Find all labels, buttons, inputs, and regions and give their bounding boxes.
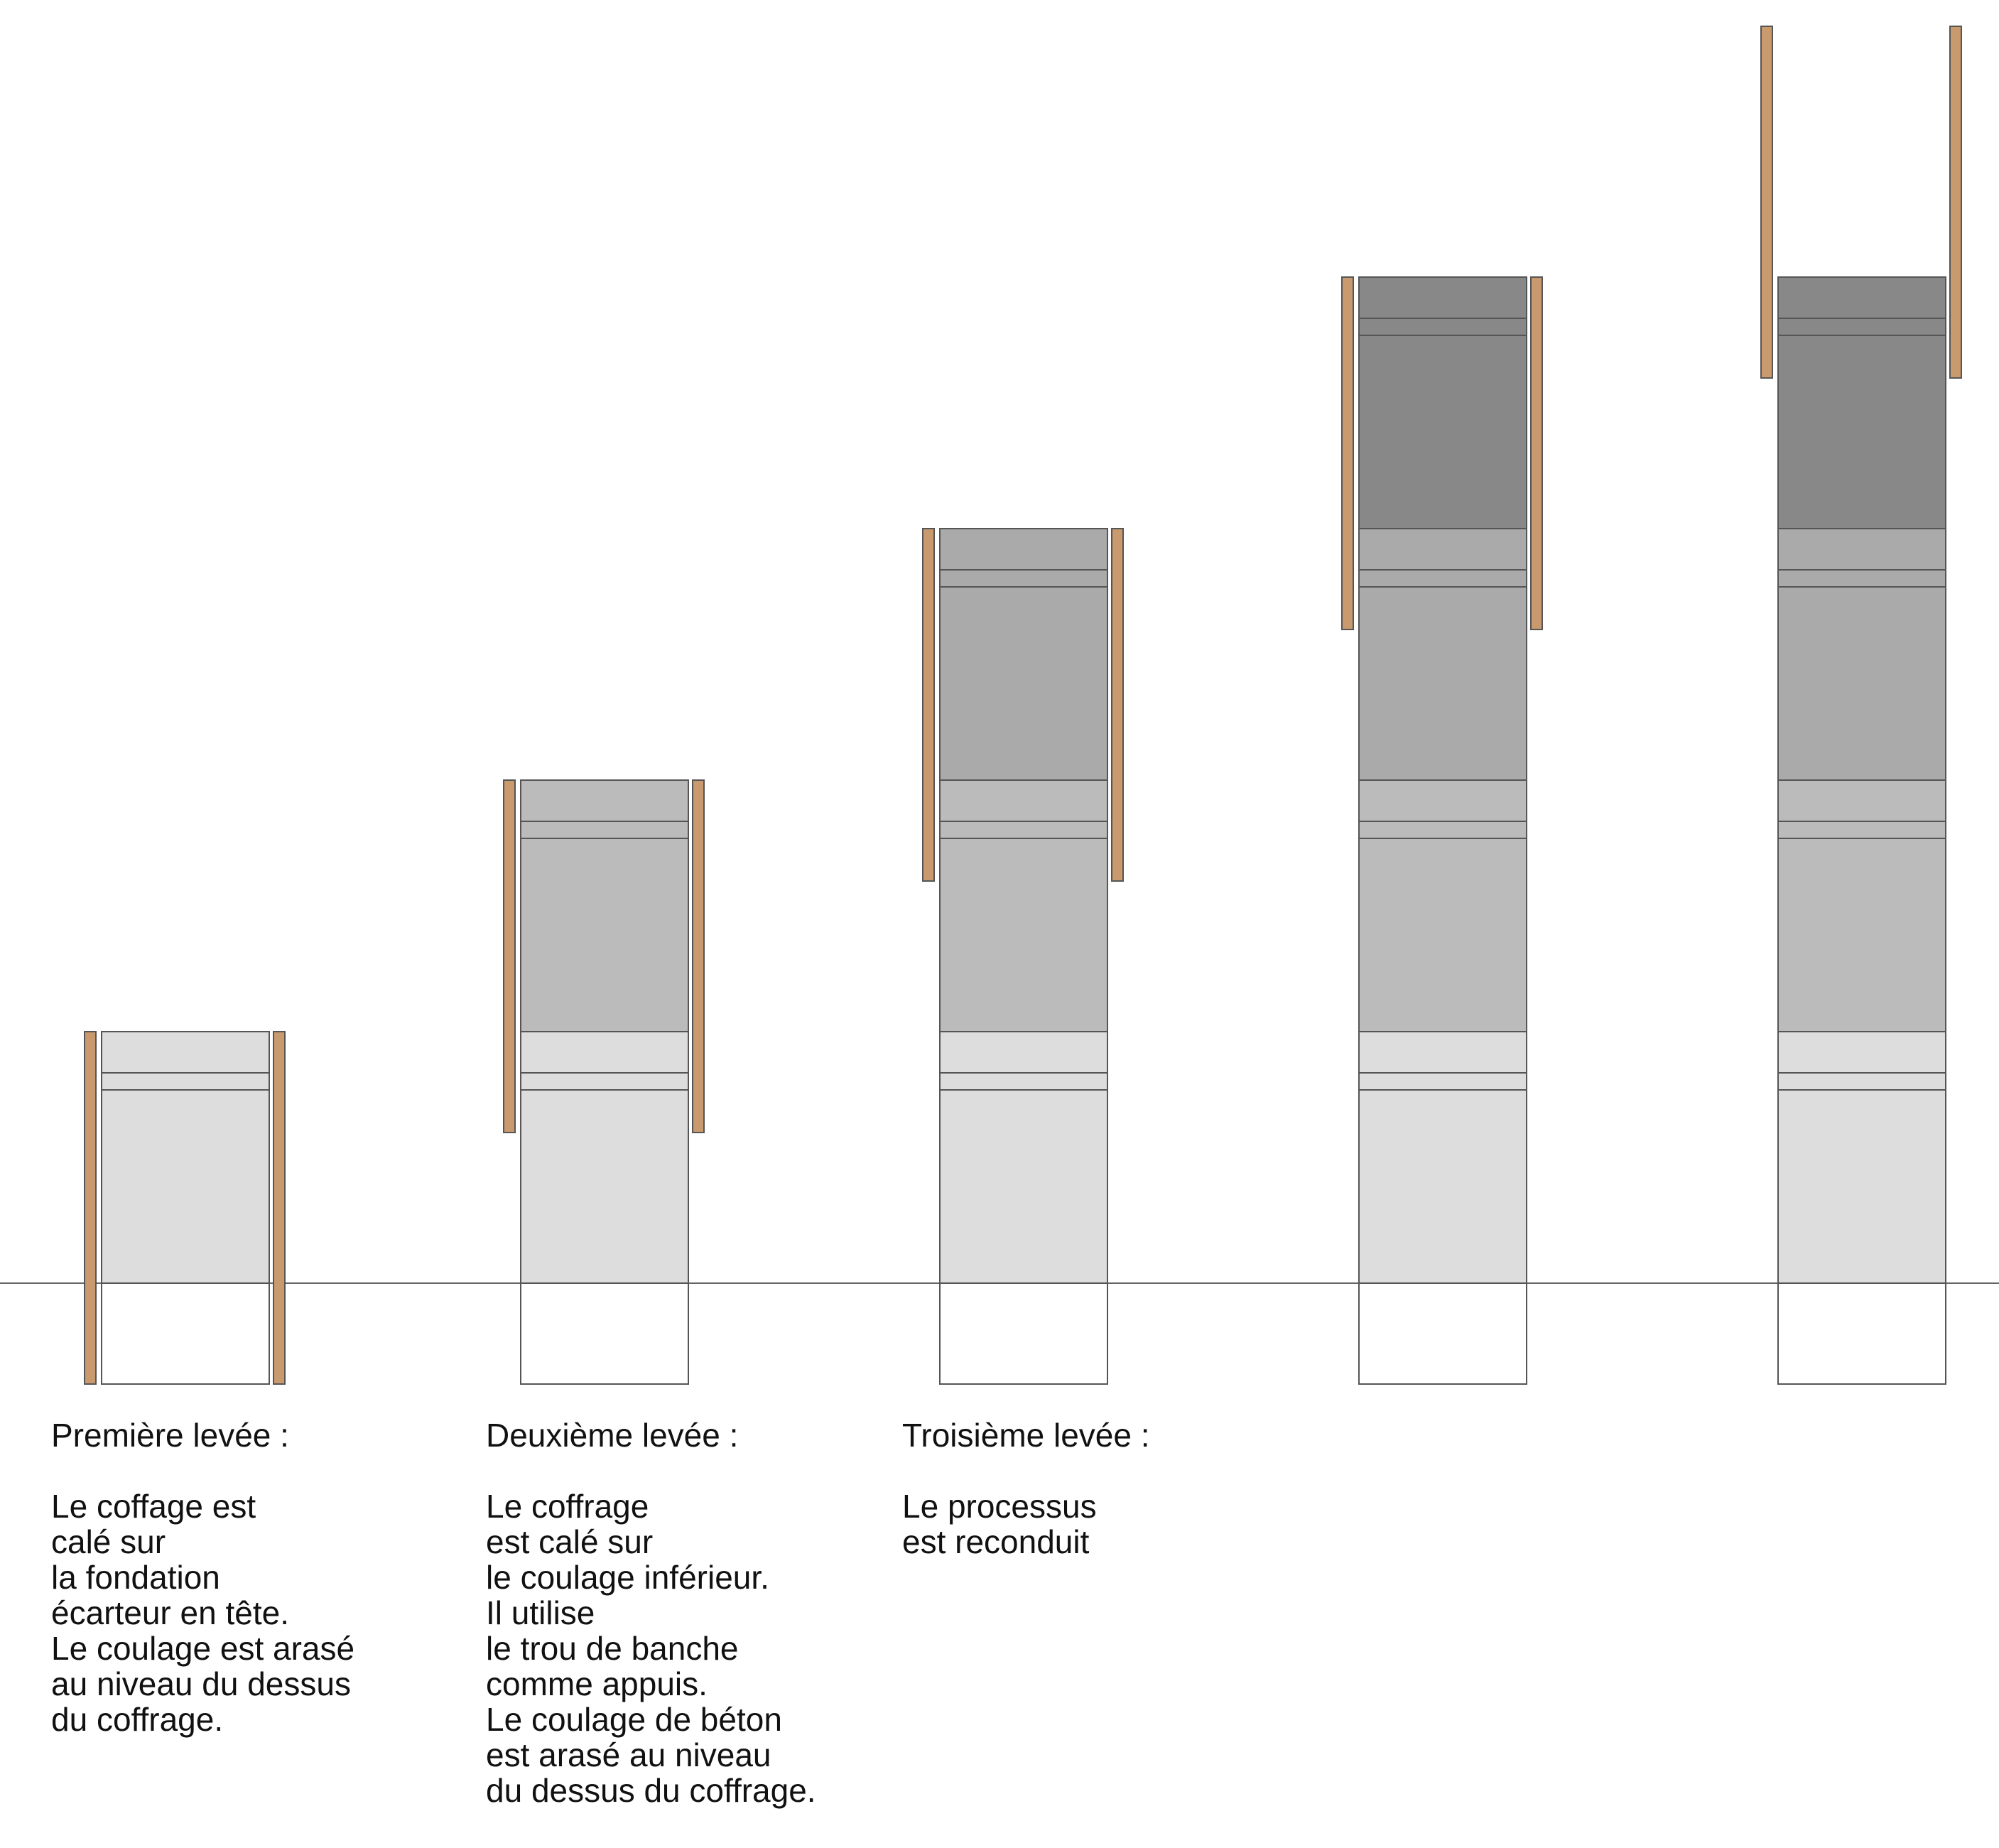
caption-line: du coffrage. <box>51 1701 224 1738</box>
concrete-lift <box>939 528 1108 781</box>
caption-line: le coulage inférieur. <box>486 1559 769 1596</box>
concrete-lift <box>939 779 1108 1032</box>
concrete-lift <box>101 1031 270 1284</box>
caption-title: Première levée : <box>51 1417 289 1454</box>
concrete-lift <box>520 779 689 1032</box>
concrete-lift <box>1358 276 1527 529</box>
caption-line: Le coffage est <box>51 1488 256 1525</box>
caption-line: Le processus <box>902 1488 1097 1525</box>
caption-third-lift: Troisième levée : Le processus est recon… <box>902 1417 1150 1560</box>
caption-line: au niveau du dessus <box>51 1665 351 1702</box>
foundation <box>939 1282 1108 1385</box>
concrete-lift <box>1777 528 1946 781</box>
formwork-panel-right <box>273 1031 286 1385</box>
caption-line: la fondation <box>51 1559 220 1596</box>
foundation <box>1777 1282 1946 1385</box>
concrete-lift <box>520 1031 689 1284</box>
formwork-panel-right <box>692 779 705 1133</box>
foundation <box>1358 1282 1527 1385</box>
formwork-panel-left <box>84 1031 97 1385</box>
caption-first-lift: Première levée : Le coffage est calé sur… <box>51 1417 354 1737</box>
foundation <box>101 1282 270 1385</box>
caption-line: est arasé au niveau <box>486 1736 771 1773</box>
caption-title: Troisième levée : <box>902 1417 1150 1454</box>
caption-second-lift: Deuxième levée : Le coffrage est calé su… <box>486 1417 816 1808</box>
concrete-lift <box>1777 779 1946 1032</box>
caption-line: Le coulage est arasé <box>51 1630 355 1667</box>
caption-line: Il utilise <box>486 1594 595 1631</box>
concrete-lift <box>1358 528 1527 781</box>
concrete-lift <box>1777 276 1946 529</box>
formwork-panel-left <box>922 528 935 882</box>
formwork-panel-left <box>1760 26 1773 379</box>
caption-line: écarteur en tête. <box>51 1594 289 1631</box>
caption-line: calé sur <box>51 1523 166 1560</box>
caption-line: comme appuis. <box>486 1665 708 1702</box>
foundation <box>520 1282 689 1385</box>
caption-line: est calé sur <box>486 1523 654 1560</box>
caption-title: Deuxième levée : <box>486 1417 739 1454</box>
formwork-panel-left <box>503 779 516 1133</box>
caption-line: est reconduit <box>902 1523 1090 1560</box>
formwork-panel-right <box>1530 276 1543 630</box>
caption-line: du dessus du coffrage. <box>486 1772 816 1809</box>
concrete-lift <box>1777 1031 1946 1284</box>
caption-line: Le coffrage <box>486 1488 649 1525</box>
caption-line: le trou de banche <box>486 1630 739 1667</box>
concrete-lift <box>1358 779 1527 1032</box>
caption-line: Le coulage de béton <box>486 1701 782 1738</box>
formwork-panel-left <box>1341 276 1354 630</box>
concrete-lift <box>1358 1031 1527 1284</box>
formwork-panel-right <box>1111 528 1124 882</box>
formwork-panel-right <box>1949 26 1962 379</box>
concrete-lift <box>939 1031 1108 1284</box>
